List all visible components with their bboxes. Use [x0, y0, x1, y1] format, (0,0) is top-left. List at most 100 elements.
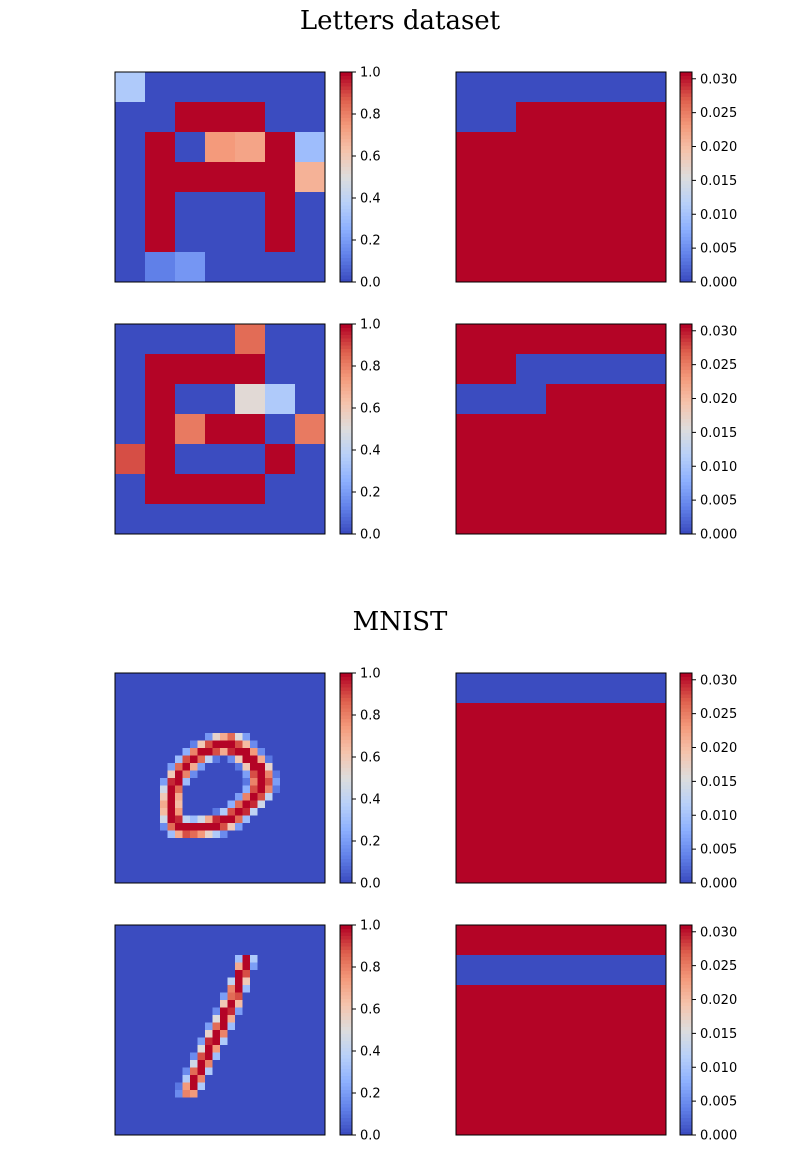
heatmap-cell — [265, 1015, 273, 1023]
heatmap-cell — [175, 740, 183, 749]
heatmap-cell — [250, 970, 258, 978]
heatmap-cell — [272, 1112, 281, 1121]
colorbar-segment — [340, 75, 352, 80]
heatmap-cell — [287, 985, 296, 993]
heatmap-cell — [175, 755, 183, 764]
heatmap-cell — [152, 1067, 161, 1076]
heatmap-cell — [310, 845, 318, 854]
heatmap-panel-7: 0.00.20.40.60.81.0 — [114, 919, 381, 1144]
colorbar-segment — [340, 1061, 352, 1066]
colorbar-segment — [340, 823, 352, 828]
heatmap-cell — [137, 1007, 146, 1016]
heatmap-cell — [606, 102, 637, 133]
heatmap-cell — [227, 755, 236, 764]
heatmap-cell — [272, 718, 281, 726]
heatmap-cell — [227, 1037, 236, 1046]
heatmap-cell — [257, 770, 266, 779]
heatmap-cell — [576, 414, 607, 445]
heatmap-cell — [516, 102, 547, 133]
heatmap-cell — [546, 192, 577, 223]
heatmap-cell — [486, 192, 517, 223]
heatmap-cell — [287, 1120, 296, 1128]
heatmap-cell — [295, 1060, 303, 1068]
heatmap-cell — [205, 703, 213, 711]
heatmap-cell — [456, 823, 487, 854]
heatmap-cell — [205, 940, 213, 948]
colorbar-segment — [340, 208, 352, 213]
heatmap-cell — [182, 1090, 191, 1098]
heatmap-cell — [182, 673, 191, 681]
heatmap-cell — [310, 815, 318, 824]
heatmap-cell — [265, 72, 296, 103]
heatmap-cell — [242, 970, 251, 978]
heatmap-cell — [310, 992, 318, 1001]
heatmap-cell — [295, 1097, 303, 1106]
colorbar-segment — [680, 467, 692, 472]
heatmap-cell — [250, 1060, 258, 1068]
heatmap-cell — [212, 1105, 221, 1113]
colorbar-segment — [340, 86, 352, 90]
heatmap-cell — [295, 673, 303, 681]
heatmap-cell — [167, 778, 176, 786]
heatmap-cell — [272, 1015, 281, 1023]
heatmap-cell — [220, 1022, 228, 1031]
heatmap-cell — [197, 992, 206, 1001]
heatmap-cell — [302, 830, 311, 839]
heatmap-cell — [182, 838, 191, 846]
heatmap-cell — [137, 703, 146, 711]
colorbar-segment — [680, 96, 692, 101]
heatmap-cell — [152, 763, 161, 771]
heatmap-cell — [212, 955, 221, 963]
colorbar-segment — [680, 411, 692, 416]
heatmap-cell — [576, 763, 607, 794]
colorbar-segment — [680, 187, 692, 192]
heatmap-cell — [197, 970, 206, 978]
heatmap-cell — [576, 1105, 607, 1136]
heatmap-cell — [220, 785, 228, 794]
heatmap-cell — [295, 925, 303, 933]
heatmap-cell — [242, 710, 251, 719]
heatmap-cell — [122, 853, 131, 861]
heatmap-cell — [130, 1030, 138, 1038]
colorbar-tick-label: 0.030 — [700, 925, 737, 940]
heatmap-cell — [145, 1037, 153, 1046]
heatmap-cell — [310, 1112, 318, 1121]
colorbar-segment — [340, 226, 352, 230]
heatmap-cell — [546, 853, 577, 884]
heatmap-cell — [130, 793, 138, 801]
heatmap-cell — [235, 1045, 243, 1053]
heatmap-cell — [212, 1067, 221, 1076]
colorbar-segment — [680, 247, 692, 251]
colorbar-segment — [680, 785, 692, 789]
colorbar-segment — [340, 436, 352, 440]
heatmap-cell — [295, 1015, 303, 1023]
heatmap-cell — [190, 947, 198, 956]
heatmap-cell — [190, 1037, 198, 1046]
colorbar-frame — [679, 71, 693, 283]
heatmap-cell — [145, 815, 153, 824]
heatmap-cell — [265, 1045, 273, 1053]
colorbar-segment — [680, 138, 692, 143]
heatmap-cell — [205, 823, 213, 831]
colorbar-segment — [680, 219, 692, 223]
heatmap-cell — [160, 947, 168, 956]
heatmap-cell — [175, 845, 183, 854]
heatmap-cell — [220, 778, 228, 786]
heatmap-cell — [175, 830, 183, 839]
heatmap-cell — [317, 800, 326, 809]
colorbar-tick-label: 0.025 — [700, 959, 737, 974]
heatmap-cell — [317, 1000, 326, 1008]
colorbar-segment — [680, 1128, 692, 1132]
heatmap-cell — [257, 785, 266, 794]
colorbar-segment — [680, 457, 692, 461]
heatmap-cell — [235, 875, 243, 884]
heatmap-cell — [272, 1097, 281, 1106]
heatmap-cell — [317, 778, 326, 786]
heatmap-cell — [250, 932, 258, 941]
heatmap-cell — [250, 770, 258, 779]
heatmap-cell — [175, 800, 183, 809]
heatmap-cell — [115, 688, 123, 696]
colorbar-segment — [340, 753, 352, 758]
heatmap-cell — [145, 1030, 153, 1038]
colorbar-segment — [680, 988, 692, 992]
